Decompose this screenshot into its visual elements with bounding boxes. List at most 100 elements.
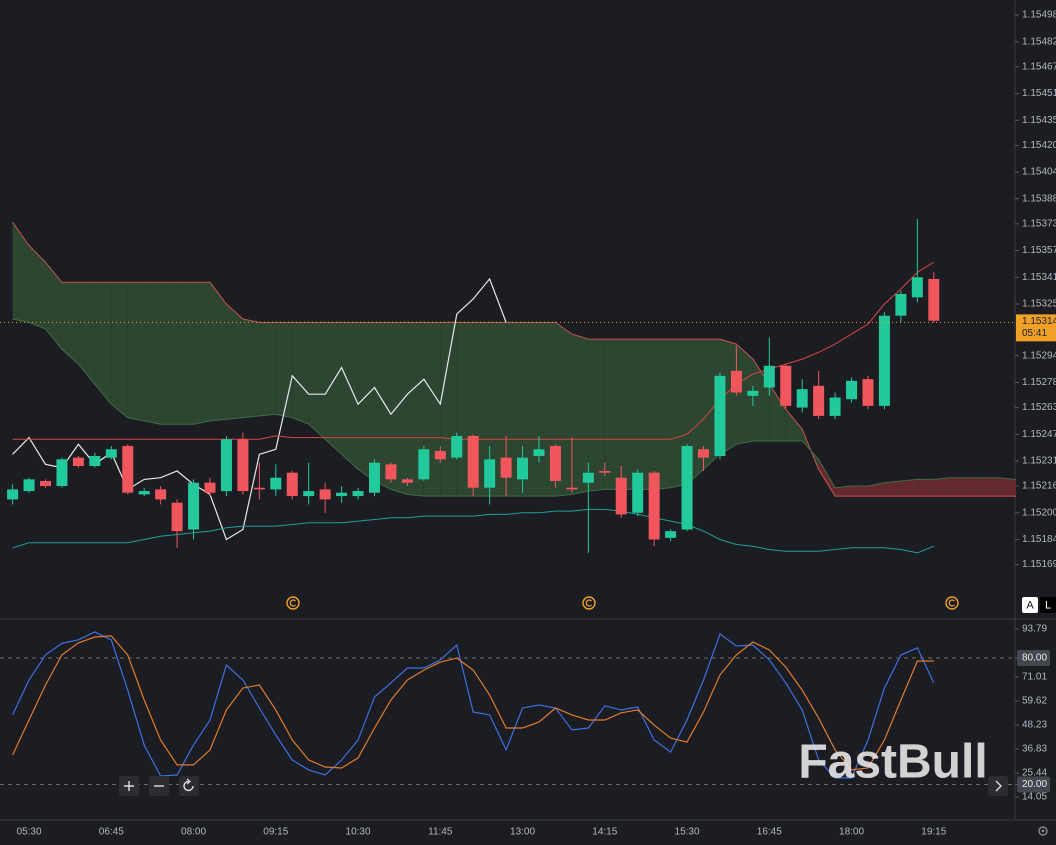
y-tick-label: 80.00 [1022,653,1047,664]
candle-body [7,489,19,500]
zoom-in-button[interactable] [119,776,139,796]
x-tick-label: 19:15 [921,827,946,838]
candle-body [171,502,183,532]
cloud [374,322,391,490]
candle-body [270,477,282,490]
candle-body [253,487,265,490]
candle-body [56,459,68,487]
cloud [489,322,507,497]
y-tick-label: 1.15388 [1022,193,1056,204]
oscillator-line [12,635,934,771]
y-tick-label: 1.15373 [1022,218,1056,229]
candle-body [500,457,512,478]
event-marker[interactable] [582,596,596,610]
y-tick-label: 1.15435 [1022,115,1056,126]
cloud [637,339,655,490]
cloud [12,222,30,323]
cloud [851,486,868,497]
candle-body [846,380,858,400]
y-tick-label: 1.15216 [1022,481,1056,492]
y-tick-label: 1.15294 [1022,350,1056,361]
x-tick-label: 09:15 [263,827,288,838]
indicator-line [12,318,1017,497]
y-tick-label: 1.15184 [1022,534,1056,545]
cloud [571,334,589,495]
cloud [769,384,786,441]
y-tick-label: 1.15498 [1022,10,1056,21]
candle-body [763,365,775,388]
candle-body [796,389,808,408]
y-tick-label: 36.83 [1022,744,1047,755]
cloud [160,282,178,425]
y-tick-label: 1.15247 [1022,429,1056,440]
y-tick-label: 1.15341 [1022,272,1056,283]
candle-body [237,439,249,492]
settings-button[interactable] [1038,826,1048,836]
candle-body [632,472,644,513]
last-price-box [1016,314,1056,342]
level-label-box [1017,650,1050,667]
event-marker[interactable] [286,596,300,610]
log-scale-button[interactable] [1040,597,1056,613]
candle-body [484,459,496,488]
y-tick-label: 59.62 [1022,696,1047,707]
y-tick-label: 1.15169 [1022,559,1056,570]
candle-body [188,482,200,530]
candle-body [220,439,232,492]
x-tick-label: 18:00 [839,827,864,838]
cloud [440,322,457,497]
cloud [308,322,326,440]
candle-body [665,531,677,538]
countdown-label: 05:41 [1022,328,1047,339]
x-tick-label: 11:45 [428,827,453,838]
cloud [111,282,128,418]
candle-body [928,278,940,321]
level-label-box [1017,776,1050,793]
candle-body [89,455,101,467]
cloud [604,339,622,490]
cloud [835,486,852,497]
candle-body [714,375,726,456]
cloud [621,339,638,490]
cloud [966,477,984,497]
cloud [390,322,408,495]
cloud [210,282,227,421]
x-tick-label: 10:30 [346,827,371,838]
candle-body [401,479,413,483]
candle-body [105,449,117,458]
scroll-right-button[interactable] [988,776,1008,796]
cloud [900,479,918,497]
button-label[interactable]: L [1045,599,1051,611]
candle-body [599,471,611,473]
candle-body [911,277,923,298]
candle-body [747,390,759,396]
cloud [785,409,803,441]
y-tick-label: 1.15278 [1022,377,1056,388]
zoom-out-button[interactable] [149,776,169,796]
candle-body [533,449,545,456]
cloud [275,322,293,418]
candle-body [434,450,446,460]
indicator-line [12,508,934,554]
cloud [588,339,605,492]
cloud [654,339,671,490]
x-tick-label: 13:00 [510,827,535,838]
candle-body [122,445,134,493]
event-marker[interactable] [945,596,959,610]
auto-scale-button[interactable] [1022,597,1038,613]
y-tick-label: 1.15482 [1022,36,1056,47]
reset-button[interactable] [179,776,199,796]
candle-body [352,491,364,497]
cloud [358,322,375,482]
candle-body [813,385,825,416]
cloud [242,319,260,418]
button-label[interactable]: A [1026,599,1034,611]
candle-body [72,457,84,467]
candle-body [780,365,792,406]
candle-body [155,489,167,500]
cloud [61,282,79,365]
candle-body [385,464,397,480]
candle-body [862,379,874,406]
cloud [144,282,161,425]
